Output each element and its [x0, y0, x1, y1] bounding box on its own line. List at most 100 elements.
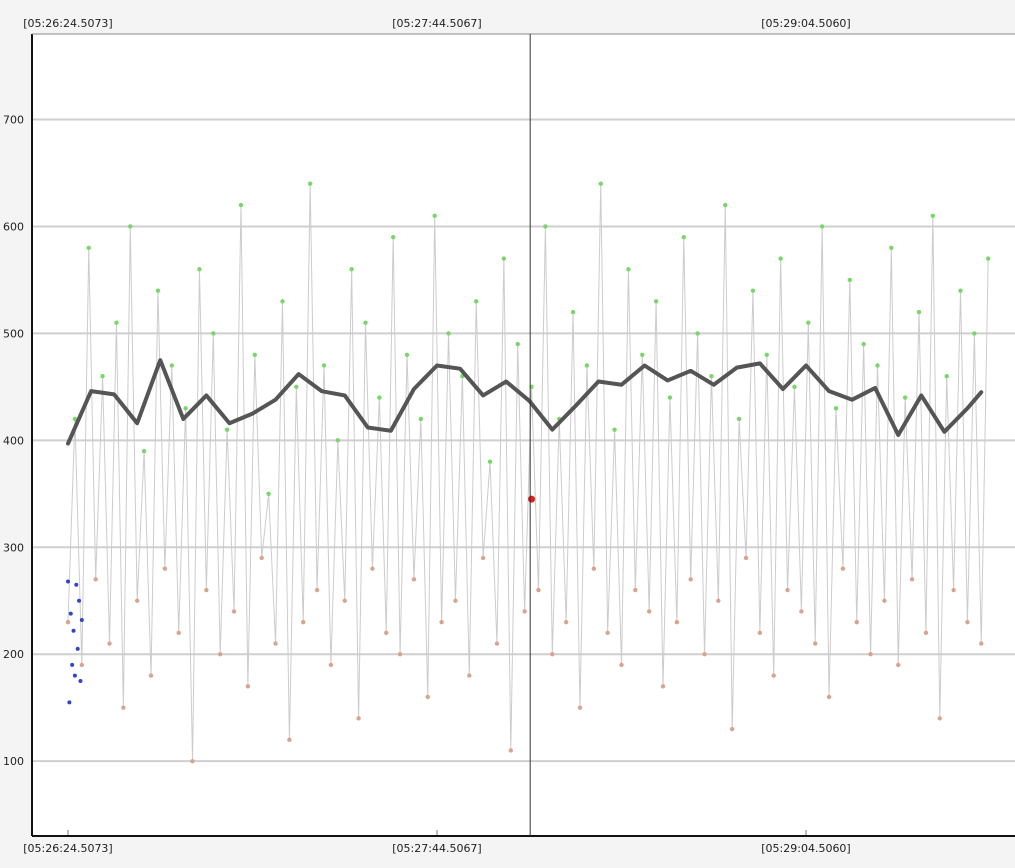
- lower-cluster-point: [328, 662, 334, 668]
- lower-cluster-point: [702, 652, 707, 657]
- start-cluster-point: [78, 678, 83, 683]
- lower-cluster-point: [868, 652, 873, 657]
- start-cluster-point: [77, 598, 82, 603]
- plot-area: [32, 34, 1015, 836]
- lower-cluster-point: [646, 609, 652, 614]
- upper-cluster-point: [958, 288, 963, 293]
- start-cluster-point: [66, 579, 70, 584]
- lower-cluster-point: [65, 619, 71, 625]
- upper-cluster-point: [211, 331, 216, 336]
- lower-cluster-point: [563, 619, 569, 625]
- upper-cluster-point: [875, 363, 880, 368]
- upper-cluster-point: [169, 363, 174, 368]
- x-tick-label-top: [05:27:44.5067]: [392, 17, 481, 30]
- moving-average-line: [66, 358, 984, 446]
- lower-cluster-point: [840, 566, 846, 571]
- x-tick-label-top: [05:29:04.5060]: [761, 17, 850, 30]
- upper-cluster-point: [294, 384, 299, 390]
- start-cluster-point: [74, 582, 79, 587]
- upper-cluster-point: [155, 288, 161, 293]
- lower-cluster-point: [674, 619, 680, 625]
- lower-cluster-point: [480, 555, 486, 561]
- lower-cluster-point: [882, 598, 887, 603]
- upper-cluster-point: [487, 459, 493, 464]
- lower-cluster-point: [231, 609, 237, 614]
- series-layer: [65, 181, 991, 764]
- upper-cluster-point: [128, 224, 133, 229]
- start-cluster-point: [70, 662, 75, 667]
- upper-cluster-point: [736, 416, 742, 422]
- start-cluster-point: [71, 628, 76, 633]
- upper-cluster-point: [335, 438, 341, 443]
- upper-cluster-point: [252, 352, 258, 357]
- upper-cluster-point: [626, 267, 631, 272]
- upper-cluster-point: [266, 491, 271, 497]
- upper-cluster-point: [363, 320, 368, 325]
- lower-cluster-point: [245, 684, 251, 689]
- lower-cluster-point: [218, 652, 223, 657]
- y-tick-label: 700: [3, 114, 24, 127]
- lower-cluster-point: [370, 566, 375, 571]
- lower-cluster-point: [190, 758, 195, 764]
- lower-cluster-point: [356, 716, 361, 721]
- lower-cluster-point: [896, 662, 901, 668]
- axis-layer: 100 200 300 400 500 600 700 [05:26:24.5073] [05:…: [3, 17, 1015, 855]
- highlight-point[interactable]: [528, 495, 536, 503]
- lower-cluster-point: [93, 577, 98, 582]
- upper-cluster-point: [501, 256, 507, 261]
- lower-cluster-point: [397, 652, 403, 657]
- lower-cluster-point: [384, 630, 389, 636]
- x-tick-label-bottom: [05:29:04.5060]: [761, 842, 850, 855]
- upper-cluster-point: [307, 181, 313, 186]
- upper-cluster-point: [598, 181, 603, 186]
- lower-cluster-point: [314, 587, 320, 593]
- upper-cluster-point: [584, 363, 590, 368]
- upper-cluster-point: [377, 395, 382, 400]
- lower-cluster-point: [619, 662, 624, 668]
- upper-cluster-point: [819, 224, 825, 229]
- lower-cluster-point: [979, 641, 984, 646]
- lower-cluster-point: [688, 577, 693, 582]
- start-cluster-point: [79, 617, 84, 622]
- lower-cluster-point: [273, 641, 278, 646]
- lower-cluster-point: [301, 619, 306, 625]
- upper-cluster-point: [750, 288, 756, 293]
- lower-cluster-point: [411, 577, 417, 582]
- lower-cluster-point: [259, 555, 264, 561]
- upper-cluster-point: [72, 416, 78, 422]
- lower-cluster-point: [453, 598, 458, 603]
- lower-cluster-point: [522, 609, 527, 614]
- upper-cluster-point: [570, 309, 576, 315]
- lower-cluster-point: [79, 662, 85, 668]
- lower-cluster-point: [826, 694, 832, 700]
- lower-cluster-point: [923, 630, 929, 636]
- upper-cluster-point: [944, 373, 949, 379]
- upper-cluster-point: [612, 427, 617, 432]
- upper-cluster-point: [847, 277, 853, 283]
- upper-cluster-point: [764, 352, 769, 357]
- y-tick-label: 100: [3, 755, 24, 768]
- x-tick-label-bottom: [05:27:44.5067]: [392, 842, 481, 855]
- upper-cluster-point: [723, 202, 728, 208]
- upper-cluster-point: [902, 395, 908, 400]
- upper-cluster-point: [141, 448, 147, 454]
- start-cluster-point: [68, 611, 73, 616]
- lower-cluster-point: [757, 630, 763, 636]
- upper-cluster-point: [418, 416, 424, 422]
- upper-cluster-point: [695, 331, 700, 336]
- lower-cluster-point: [176, 630, 181, 636]
- start-cluster-point: [72, 673, 77, 678]
- lower-cluster-point: [633, 587, 638, 593]
- lower-cluster-point: [799, 609, 804, 614]
- lower-cluster-point: [342, 598, 347, 603]
- lower-cluster-point: [951, 587, 956, 593]
- upper-cluster-point: [653, 299, 659, 304]
- lower-cluster-point: [425, 694, 430, 700]
- lower-cluster-point: [660, 684, 666, 689]
- upper-cluster-point: [474, 299, 479, 304]
- lower-cluster-point: [591, 566, 597, 571]
- y-tick-label: 400: [3, 434, 24, 447]
- upper-cluster-point: [349, 267, 354, 272]
- lower-cluster-point: [148, 673, 154, 678]
